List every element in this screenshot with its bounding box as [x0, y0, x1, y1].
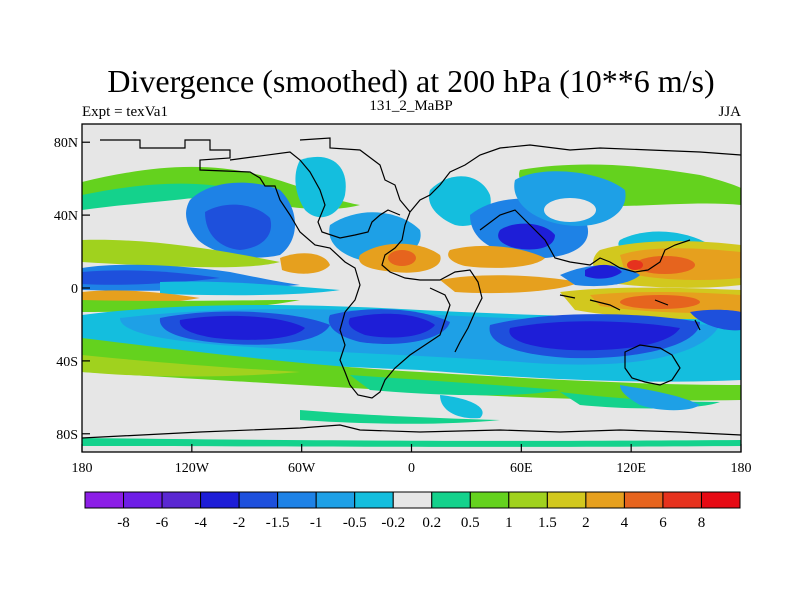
colorbar-swatch — [238, 491, 279, 509]
chart-title: Divergence (smoothed) at 200 hPa (10**6 … — [107, 63, 714, 99]
field-patch — [635, 256, 695, 274]
colorbar-swatch — [200, 491, 240, 509]
y-axis: 80N 40N 0 40S 80S — [54, 136, 90, 443]
colorbar-swatch — [546, 491, 587, 509]
colorbar-swatch — [431, 491, 471, 509]
field-patch — [82, 270, 220, 285]
x-axis: 180 120W 60W 0 60E 120E 180 — [72, 444, 752, 476]
colorbar-label: -6 — [156, 515, 169, 531]
field-patch — [585, 264, 622, 279]
experiment-label: Expt = texVa1 — [82, 104, 168, 120]
coastline-europe-africa — [381, 211, 483, 353]
colorbar-label: -1.5 — [266, 515, 290, 531]
coastline-north-america-east — [229, 151, 401, 239]
field-patch — [82, 338, 741, 401]
coastline-south-america — [339, 287, 451, 399]
run-label: 131_2_MaBP — [369, 98, 452, 114]
field-patch — [82, 183, 240, 210]
colorbar-swatch — [469, 491, 510, 509]
y-tick-label: 40S — [56, 355, 78, 370]
field-patch — [440, 275, 580, 294]
colorbar-label: -8 — [117, 515, 130, 531]
colorbar-swatch — [392, 491, 433, 509]
field-patch — [160, 281, 340, 296]
field-patch — [690, 309, 741, 331]
field-patch — [627, 260, 643, 270]
colorbar-label: -0.5 — [343, 515, 367, 531]
colorbar-label: 6 — [659, 515, 667, 531]
colorbar-label: 4 — [621, 515, 629, 531]
colorbar: -8 -6 -4 -2 -1.5 -1 -0.5 -0.2 0.2 0.5 1 1.5 2 4 6 8 — [84, 491, 741, 531]
colorbar-label: 1.5 — [538, 515, 557, 531]
colorbar-label: 0.2 — [422, 515, 441, 531]
colorbar-label: -1 — [310, 515, 323, 531]
coastlines — [82, 137, 741, 439]
coastline-asia-south — [479, 209, 691, 273]
colorbar-label: -0.2 — [381, 515, 405, 531]
field-patch — [498, 223, 555, 250]
x-tick-label: 180 — [72, 461, 93, 476]
y-tick-label: 80S — [56, 428, 78, 443]
colorbar-label: 2 — [582, 515, 590, 531]
field-patch — [300, 410, 500, 424]
colorbar-swatch — [623, 491, 664, 509]
colorbar-label: -4 — [194, 515, 207, 531]
colorbar-swatch — [354, 491, 394, 509]
colorbar-label: 1 — [505, 515, 513, 531]
field-patch — [82, 300, 300, 312]
y-tick-label: 40N — [54, 209, 78, 224]
field-patch — [509, 321, 680, 351]
coastline-islands — [559, 294, 701, 331]
coastline-north-america — [100, 139, 361, 313]
field-patch — [544, 198, 596, 222]
field-patch — [350, 375, 560, 396]
colorbar-swatch — [123, 491, 163, 509]
colorbar-swatch — [277, 491, 317, 509]
colorbar-swatch — [508, 491, 548, 509]
colorbar-swatch — [315, 491, 356, 509]
season-label: JJA — [718, 104, 741, 120]
field-patch — [348, 313, 435, 338]
y-tick-label: 80N — [54, 136, 78, 151]
coastline-arctic — [299, 137, 411, 213]
colorbar-swatch — [84, 491, 125, 509]
colorbar-swatch — [585, 491, 625, 509]
colorbar-swatch — [161, 491, 202, 509]
field-patch — [448, 245, 545, 268]
colorbar-label: 0.5 — [461, 515, 480, 531]
field-patch — [620, 385, 700, 411]
field-patch — [280, 253, 330, 274]
x-tick-label: 60E — [510, 461, 533, 476]
x-tick-label: 60W — [288, 461, 316, 476]
coastline-eurasia — [409, 144, 741, 213]
coastline-antarctica — [82, 424, 741, 439]
field-patch — [388, 250, 416, 266]
x-tick-label: 180 — [731, 461, 752, 476]
x-tick-label: 120W — [175, 461, 210, 476]
field-patch — [295, 156, 346, 218]
y-tick-label: 0 — [71, 282, 78, 297]
field-patch — [179, 315, 305, 340]
field-patch — [82, 290, 200, 304]
colorbar-swatch — [700, 491, 741, 509]
field-patch — [82, 355, 300, 377]
field-patch — [82, 438, 741, 447]
colorbar-label: -2 — [233, 515, 246, 531]
divergence-field — [82, 124, 741, 452]
field-patch — [205, 204, 272, 250]
x-tick-label: 0 — [408, 461, 415, 476]
colorbar-label: 8 — [698, 515, 706, 531]
field-patch — [82, 239, 280, 268]
coastline-australia — [624, 344, 681, 386]
x-tick-label: 120E — [616, 461, 646, 476]
field-patch — [440, 395, 483, 419]
colorbar-swatch — [662, 491, 702, 509]
